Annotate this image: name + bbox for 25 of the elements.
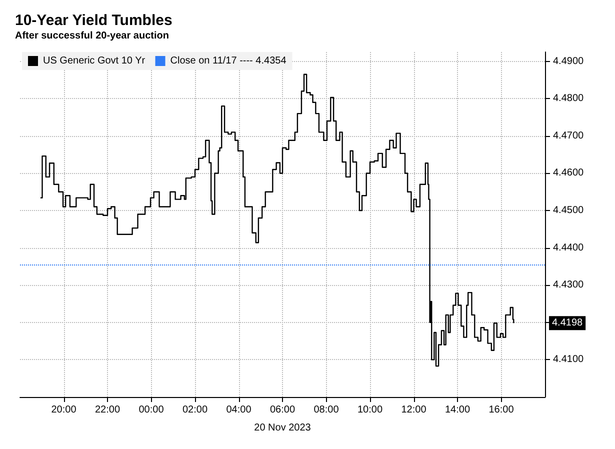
y-tick-label: 4.4600 [553,168,584,179]
chart-title: 10-Year Yield Tumbles [15,12,172,29]
x-axis-title: 20 Nov 2023 [254,422,312,434]
y-tick-label: 4.4700 [553,130,584,142]
x-tick-label: 08:00 [314,404,340,416]
text: 4.4198 [552,318,584,329]
x-tick-label: 14:00 [444,404,470,416]
chart-subtitle: After successful 20-year auction [15,30,169,42]
y-tick-label: 4.4900 [553,56,584,67]
x-tick-label: 00:00 [138,404,164,416]
y-tick-label: 4.4100 [553,354,584,366]
x-tick-label: 22:00 [94,404,120,416]
x-tick-label: 12:00 [401,404,427,416]
x-tick-label: 16:00 [488,404,514,416]
legend-label: Close on 11/17 ---- 4.4354 [170,56,287,66]
y-tick-label: 4.4300 [553,280,584,291]
legend-label: US Generic Govt 10 Yr [43,56,146,66]
x-tick-label: 06:00 [270,404,296,416]
y-tick-label: 4.4400 [553,242,584,254]
x-tick-label: 20:00 [51,404,77,416]
x-tick-label: 02:00 [182,404,208,416]
x-tick-label: 10:00 [357,404,383,416]
x-tick-label: 04:00 [226,404,252,416]
y-tick-label: 4.4800 [553,93,584,104]
y-tick-label: 4.4500 [553,205,584,216]
